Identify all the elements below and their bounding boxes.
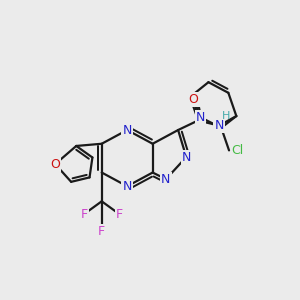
Text: O: O (50, 158, 60, 171)
Text: N: N (122, 180, 132, 193)
Text: Cl: Cl (231, 144, 244, 157)
Text: N: N (122, 124, 132, 136)
Text: F: F (80, 208, 88, 221)
Text: H: H (222, 111, 230, 121)
Text: N: N (161, 173, 171, 186)
Text: F: F (116, 208, 123, 221)
Text: N: N (214, 119, 224, 132)
Text: O: O (189, 92, 199, 106)
Text: N: N (196, 111, 205, 124)
Text: F: F (98, 225, 105, 239)
Text: N: N (182, 151, 191, 164)
